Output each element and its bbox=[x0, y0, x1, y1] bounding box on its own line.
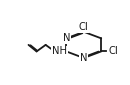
Text: NH: NH bbox=[52, 46, 67, 56]
Text: Cl: Cl bbox=[108, 46, 118, 56]
Text: N: N bbox=[63, 33, 70, 43]
Text: Cl: Cl bbox=[79, 22, 89, 32]
Text: N: N bbox=[80, 53, 87, 63]
